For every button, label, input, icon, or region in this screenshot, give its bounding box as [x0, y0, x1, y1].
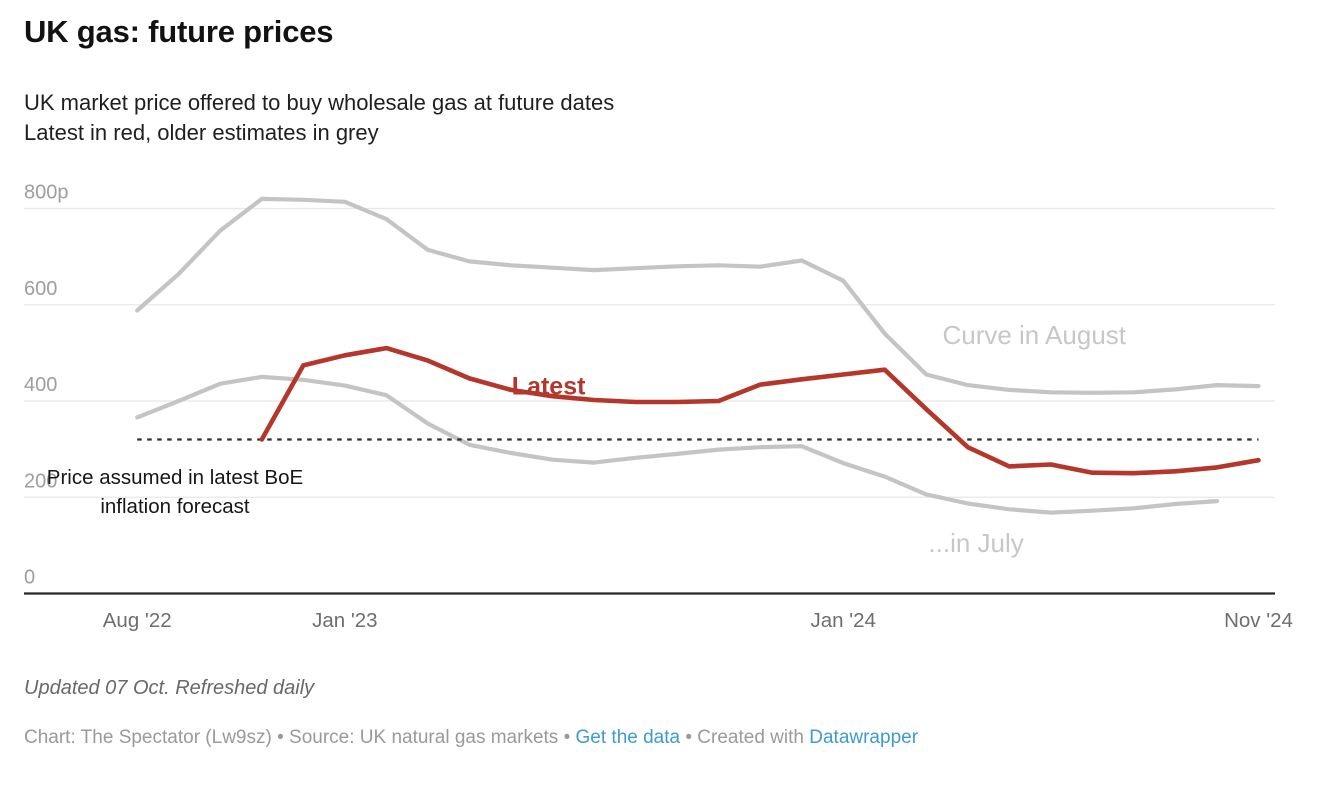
x-tick-label: Aug '22	[103, 609, 172, 632]
attribution: Chart: The Spectator (Lw9sz) • Source: U…	[24, 727, 918, 749]
attribution-mid: • Created with	[680, 727, 810, 748]
y-tick-label: 400	[24, 374, 57, 396]
series-line-curve-august	[135, 196, 1261, 395]
updated-note: Updated 07 Oct. Refreshed daily	[24, 677, 315, 699]
chart-subtitle: UK market price offered to buy wholesale…	[24, 88, 614, 148]
datawrapper-link[interactable]: Datawrapper	[809, 727, 919, 748]
chart-label: Price assumed in latest BoE	[47, 466, 303, 489]
x-tick-label: Jan '24	[810, 609, 875, 632]
chart-label: Latest	[512, 373, 586, 401]
chart-label: ...in July	[928, 528, 1023, 558]
chart-svg: 0 200 400 600 800p Aug '22 Jan '23 Jan '24 Nov '…	[24, 182, 1293, 632]
subtitle-line-2: Latest in red, older estimates in grey	[24, 120, 379, 145]
get-the-data-link[interactable]: Get the data	[575, 727, 681, 748]
attribution-text: Chart: The Spectator (Lw9sz) • Source: U…	[24, 727, 576, 748]
series-line-latest	[259, 345, 1261, 476]
chart-label: inflation forecast	[100, 495, 250, 518]
chart-label: Curve in August	[942, 320, 1126, 350]
chart-title: UK gas: future prices	[24, 14, 334, 49]
y-tick-label: 800p	[24, 182, 69, 204]
y-tick-label: 0	[24, 567, 35, 589]
x-tick-label: Jan '23	[312, 609, 377, 632]
y-tick-label: 600	[24, 278, 57, 300]
series-line-curve-july	[135, 374, 1220, 515]
y-tick-label: 200	[24, 470, 57, 492]
subtitle-line-1: UK market price offered to buy wholesale…	[24, 90, 615, 115]
x-tick-label: Nov '24	[1224, 609, 1293, 632]
